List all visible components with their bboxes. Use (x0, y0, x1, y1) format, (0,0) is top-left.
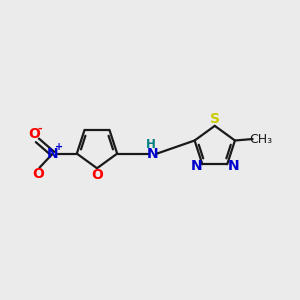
Text: N: N (227, 159, 239, 173)
Text: N: N (47, 147, 58, 160)
Text: +: + (55, 142, 63, 152)
Text: H: H (146, 138, 156, 151)
Text: N: N (190, 159, 202, 173)
Text: CH₃: CH₃ (249, 133, 272, 146)
Text: O: O (28, 127, 40, 141)
Text: O: O (32, 167, 44, 181)
Text: S: S (210, 112, 220, 126)
Text: -: - (38, 124, 42, 134)
Text: N: N (147, 147, 158, 160)
Text: O: O (91, 168, 103, 182)
